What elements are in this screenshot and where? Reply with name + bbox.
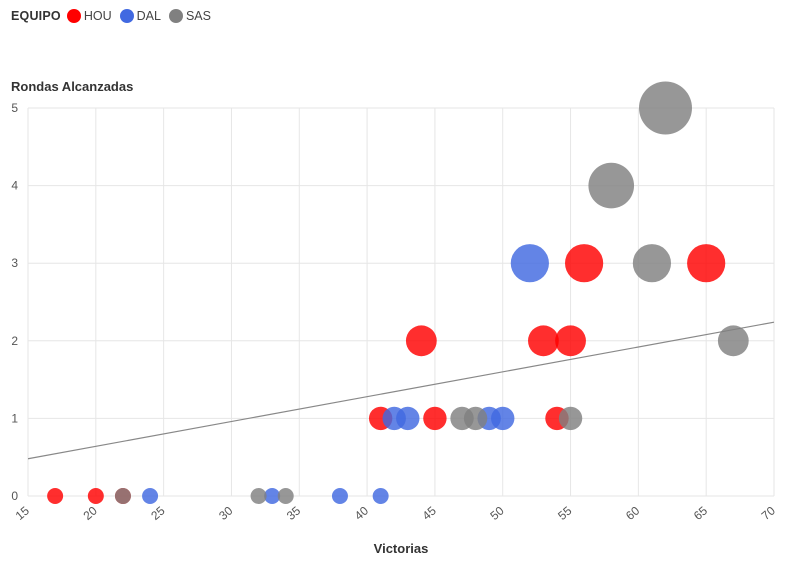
- legend-item-sas[interactable]: SAS: [168, 9, 211, 23]
- point-sas: [114, 488, 131, 504]
- x-tick-label: 60: [623, 503, 642, 523]
- x-tick-label: 45: [420, 503, 439, 523]
- point-sas: [588, 162, 635, 209]
- point-dal: [264, 488, 281, 504]
- legend-label-sas: SAS: [185, 9, 211, 23]
- point-sas: [463, 406, 488, 431]
- point-hou: [565, 244, 604, 283]
- point-dal: [491, 406, 515, 431]
- x-tick-label: 70: [759, 503, 778, 523]
- legend-swatch-sas: [168, 9, 183, 23]
- point-dal: [331, 488, 348, 504]
- y-tick-label: 0: [11, 489, 18, 503]
- point-dal: [142, 488, 159, 504]
- x-tick-label: 20: [81, 503, 100, 523]
- point-sas: [717, 325, 749, 357]
- point-dal: [372, 488, 389, 504]
- legend-label-dal: DAL: [136, 9, 161, 23]
- legend-swatch-dal: [119, 9, 134, 23]
- x-tick-label: 65: [691, 503, 710, 523]
- grid: [27, 107, 775, 497]
- y-tick-label: 3: [11, 256, 18, 270]
- x-tick-label: 50: [487, 503, 506, 523]
- x-tick-label: 30: [216, 503, 235, 523]
- trendline: [27, 321, 775, 460]
- point-hou: [687, 244, 726, 283]
- point-hou: [555, 325, 586, 357]
- point-hou: [528, 325, 559, 357]
- points-group: [47, 81, 749, 504]
- point-sas: [277, 488, 294, 504]
- point-hou: [405, 325, 437, 357]
- x-tick-labels: 15 20 25 30 35 40 45 50 55 60 65 70: [13, 503, 778, 523]
- x-tick-label: 15: [13, 503, 32, 523]
- point-sas: [632, 244, 672, 283]
- x-tick-label: 40: [352, 503, 371, 523]
- x-tick-label: 55: [555, 503, 574, 523]
- point-sas: [558, 406, 583, 431]
- y-tick-label: 1: [11, 411, 18, 425]
- point-sas: [638, 81, 692, 135]
- point-dal: [510, 244, 549, 283]
- y-tick-label: 2: [11, 334, 18, 348]
- legend-title: EQUIPO: [11, 9, 61, 23]
- point-sas: [250, 488, 267, 504]
- y-tick-label: 5: [11, 101, 18, 115]
- y-tick-label: 4: [11, 179, 18, 193]
- trendline-group: [27, 321, 775, 460]
- point-hou: [423, 406, 447, 431]
- y-axis-label: Rondas Alcanzadas: [11, 79, 133, 94]
- legend-swatch-hou: [66, 9, 81, 23]
- point-hou: [47, 488, 64, 504]
- point-hou: [87, 488, 104, 504]
- legend: EQUIPO HOU DAL SAS: [11, 9, 219, 23]
- x-tick-label: 25: [148, 503, 167, 523]
- y-tick-labels: 0 1 2 3 4 5: [11, 101, 18, 503]
- legend-item-hou[interactable]: HOU: [66, 9, 112, 23]
- legend-label-hou: HOU: [83, 9, 112, 23]
- x-tick-label: 35: [284, 503, 303, 523]
- x-axis-label: Victorias: [374, 541, 429, 556]
- legend-item-dal[interactable]: DAL: [119, 9, 161, 23]
- point-dal: [396, 406, 420, 431]
